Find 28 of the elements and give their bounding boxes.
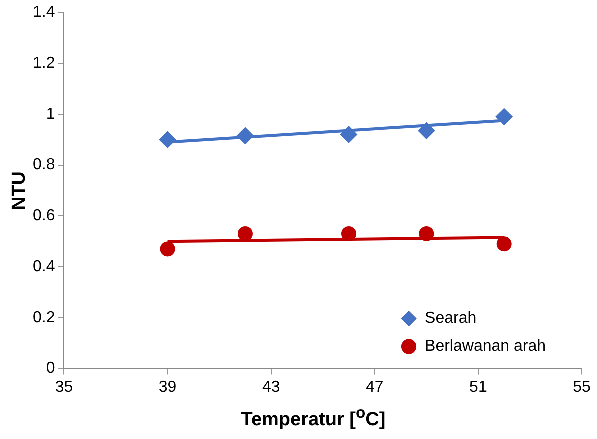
legend-label: Searah: [425, 310, 477, 328]
x-tick-label: 55: [573, 378, 591, 396]
legend-label: Berlawanan arah: [425, 338, 546, 356]
x-tick-label: 47: [366, 378, 384, 396]
point: [238, 226, 253, 242]
y-tick-label: 0.6: [32, 208, 56, 225]
point: [419, 226, 434, 242]
point: [496, 236, 512, 252]
x-tick-label: 51: [470, 378, 488, 396]
point: [236, 128, 254, 144]
x-tick-label: 43: [262, 378, 280, 396]
x-tick-label: 39: [158, 378, 177, 396]
y-tick-label: 0.8: [32, 156, 56, 174]
y-tick-label: 1.4: [32, 4, 56, 22]
y-tick-label: 0.4: [32, 258, 56, 276]
y-tick-label: 1.2: [32, 54, 56, 72]
y-axis-title: NTU: [9, 170, 31, 213]
point: [340, 126, 358, 144]
x-axis-title: Temperatur [$^{o}$C]: [240, 405, 387, 432]
point: [342, 226, 357, 242]
y-tick-label: 1: [46, 106, 56, 123]
point: [418, 122, 436, 140]
y-tick-label: 0.2: [32, 309, 56, 326]
y-tick-label: 0: [46, 360, 56, 378]
x-tick-label: 35: [55, 378, 74, 396]
point: [496, 108, 513, 126]
point: [159, 131, 176, 148]
point: [160, 242, 176, 257]
